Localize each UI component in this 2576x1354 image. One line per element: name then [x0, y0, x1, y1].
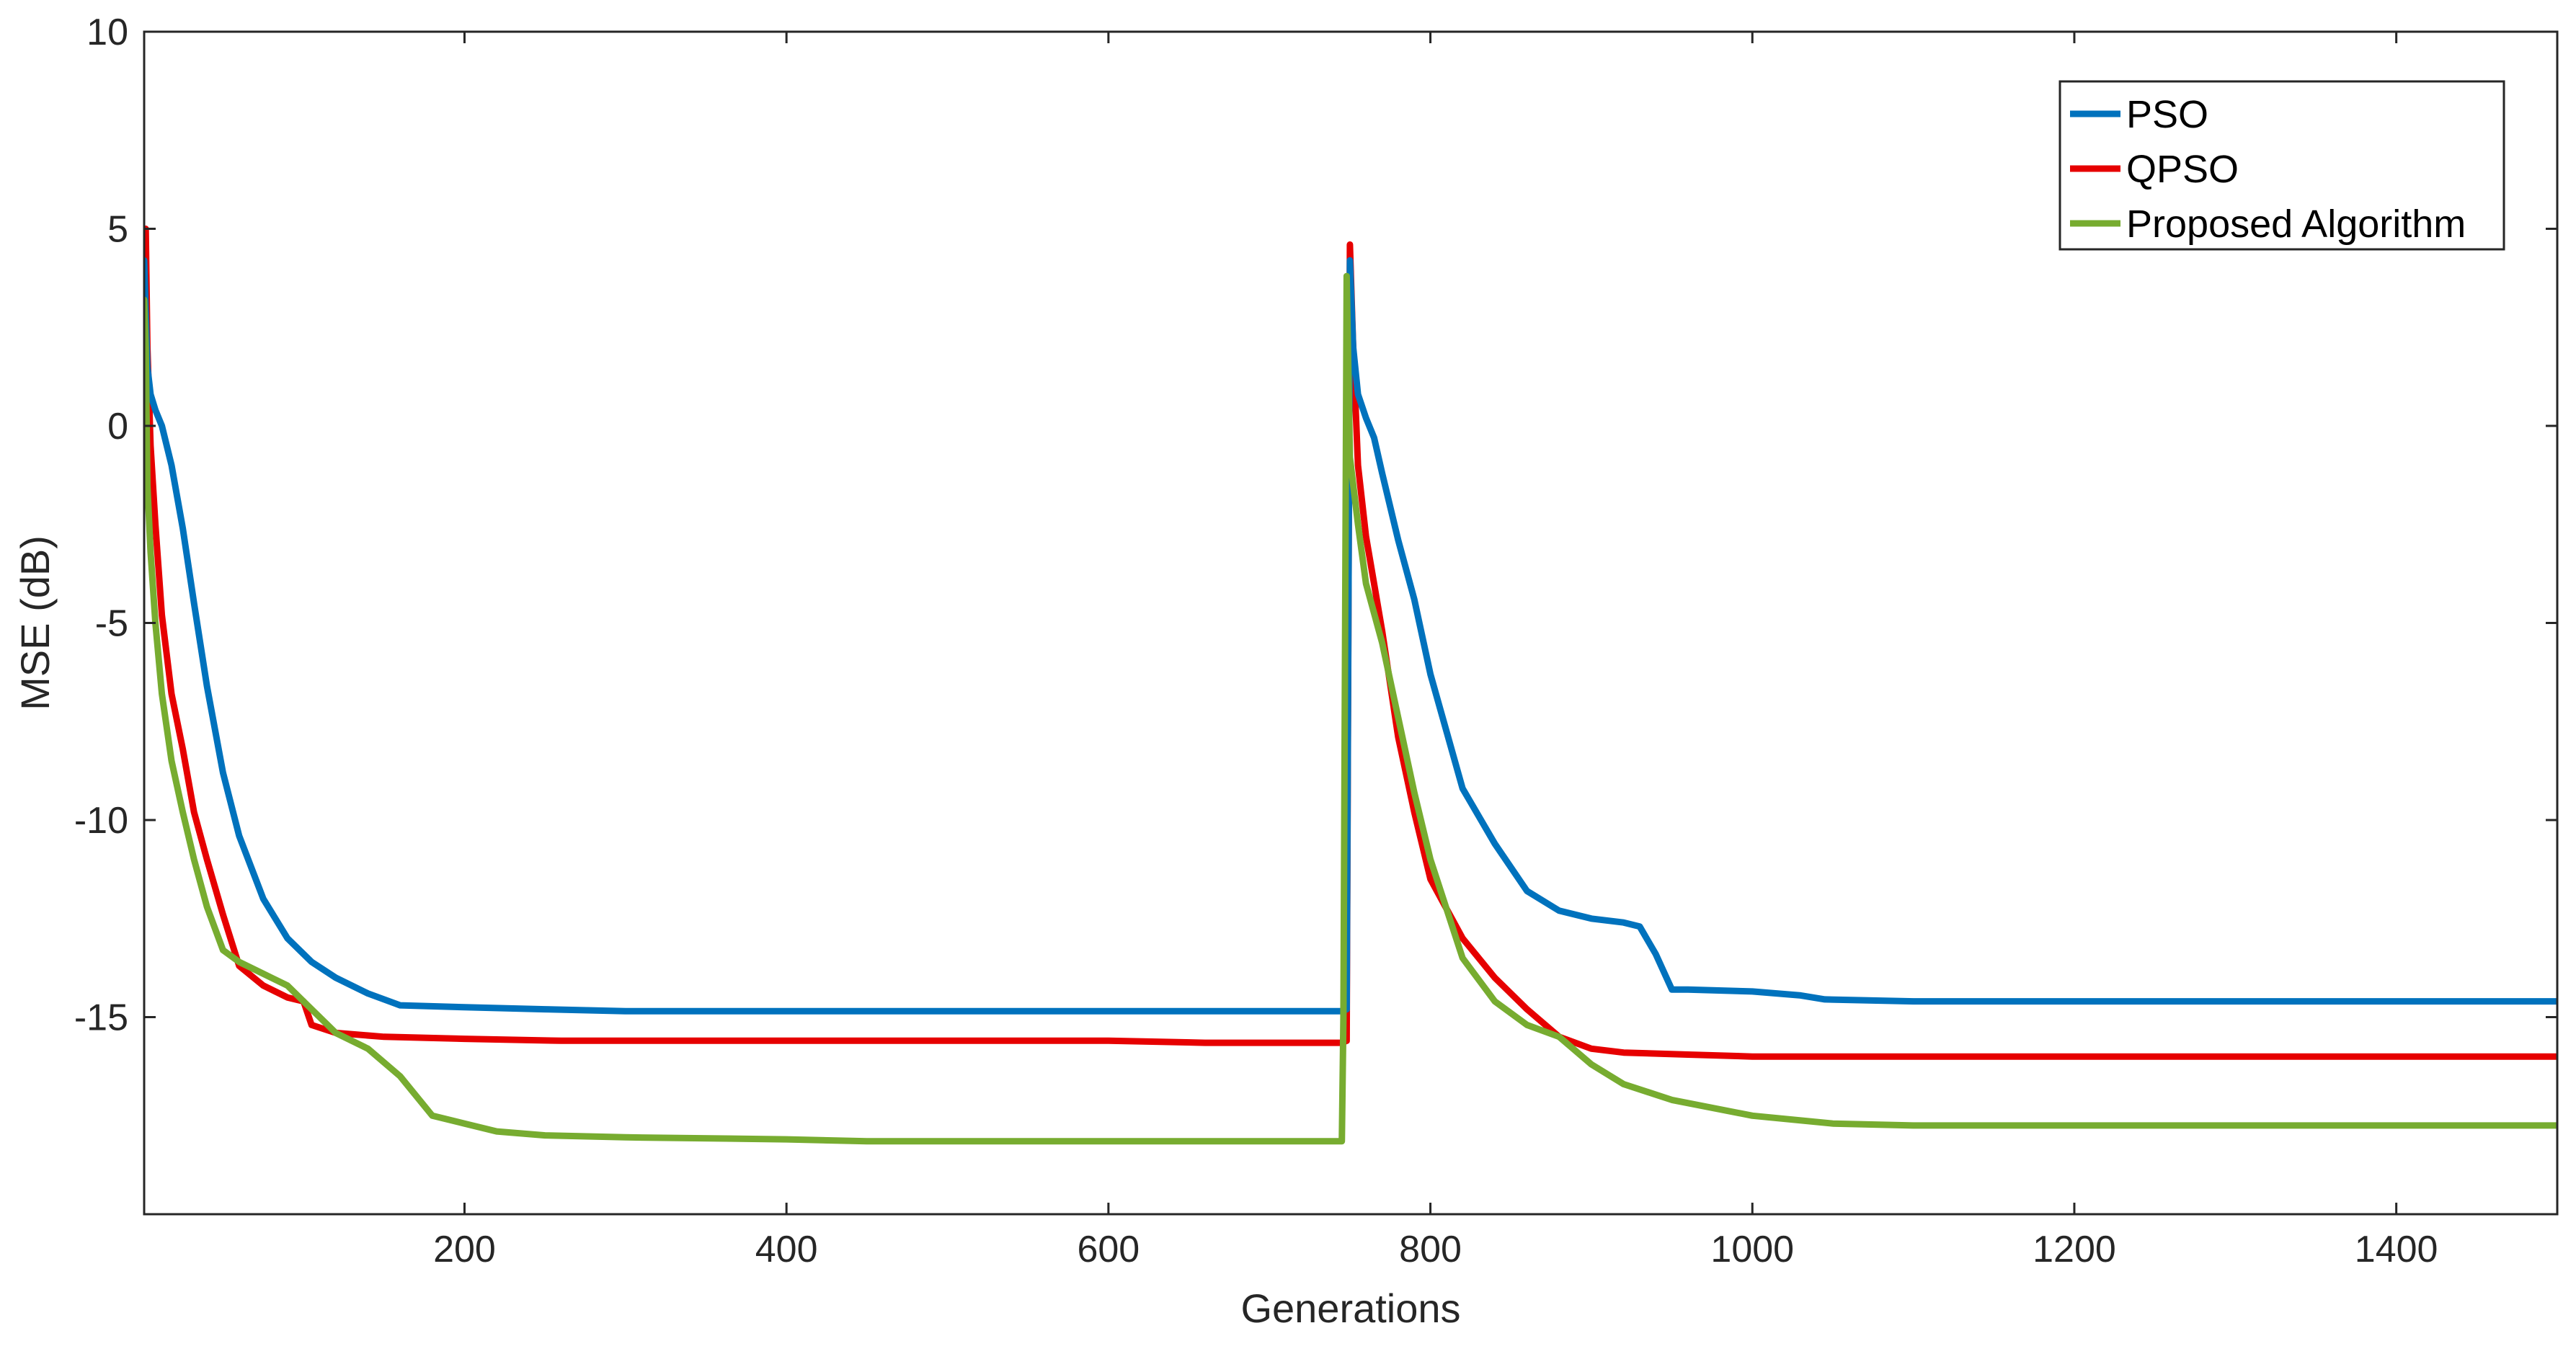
- x-axis-label: Generations: [1240, 1286, 1460, 1331]
- x-tick-label: 200: [433, 1229, 496, 1270]
- y-tick-label: -15: [74, 997, 128, 1039]
- x-tick-label: 400: [755, 1229, 818, 1270]
- y-tick-label: 5: [107, 209, 128, 251]
- series-line-pso: [144, 257, 2557, 1015]
- y-axis: 10 5 0 -5 -10 -15: [74, 12, 2557, 1039]
- legend-entry: QPSO: [2126, 148, 2239, 191]
- x-tick-label: 600: [1077, 1229, 1140, 1270]
- legend: PSO QPSO Proposed Algorithm: [2058, 80, 2505, 251]
- series-layer: [144, 226, 2557, 1145]
- x-axis: 200 400 600 800 1000 1200 1400: [433, 32, 2438, 1270]
- legend-box: [2058, 80, 2505, 251]
- series-line-proposed-algorithm: [144, 272, 2557, 1145]
- series-line-qpso: [144, 226, 2557, 1060]
- legend-entry: PSO: [2126, 93, 2208, 136]
- x-tick-label: 800: [1399, 1229, 1462, 1270]
- x-tick-label: 1200: [2033, 1229, 2116, 1270]
- y-tick-label: 0: [107, 406, 128, 447]
- y-tick-label: 10: [86, 12, 128, 53]
- y-tick-label: -5: [95, 603, 128, 645]
- x-tick-label: 1000: [1710, 1229, 1794, 1270]
- y-tick-label: -10: [74, 800, 128, 842]
- legend-entry: Proposed Algorithm: [2126, 202, 2466, 246]
- y-axis-label: MSE (dB): [12, 535, 58, 711]
- x-tick-label: 1400: [2355, 1229, 2438, 1270]
